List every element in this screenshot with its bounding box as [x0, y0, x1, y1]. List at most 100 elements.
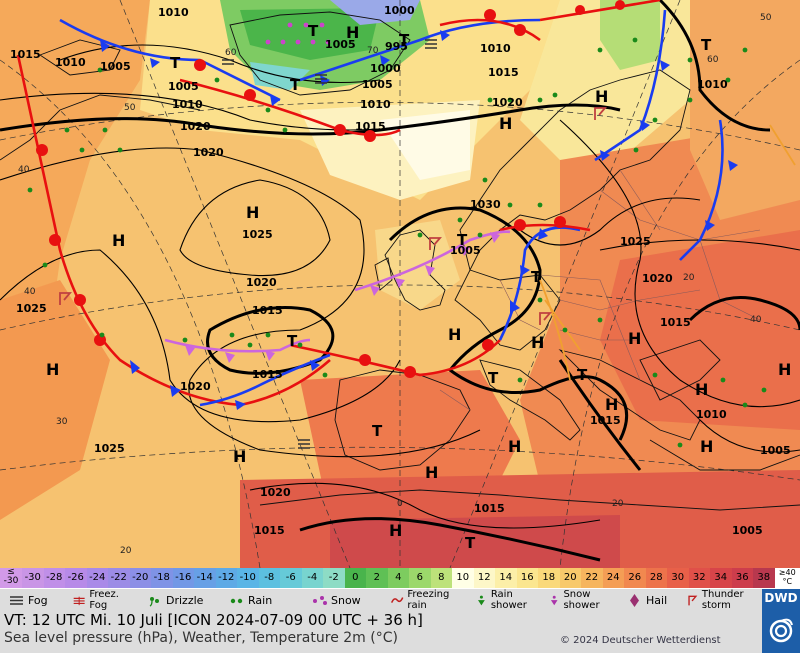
temperature-zone — [690, 0, 800, 220]
pressure-label: 1020 — [193, 146, 224, 159]
isotherm-label: 50 — [760, 13, 772, 23]
scale-step: 22 — [581, 568, 603, 588]
scale-step: -26 — [65, 568, 87, 588]
weather-legend: Fog Freez. Fog Drizzle Rain Snow Freezin… — [0, 589, 762, 611]
map-info-panel: VT: 12 UTC Mi. 10 Juli [ICON 2024-07-09 … — [0, 611, 762, 653]
legend-item-rain-shower: Rain shower — [475, 589, 537, 611]
weather-symbols — [27, 37, 767, 448]
troughs — [539, 124, 796, 381]
legend-label: Freezing rain — [407, 589, 450, 611]
isotherm-label: 0 — [397, 499, 403, 509]
pressure-label: 1005 — [362, 78, 393, 91]
low-center-label: T — [290, 76, 301, 94]
scale-step: 12 — [473, 568, 495, 588]
cold-front — [199, 353, 331, 407]
legend-item-snow: Snow — [311, 589, 361, 611]
high-center-label: H — [499, 114, 512, 133]
legend-label: Hail — [646, 593, 668, 607]
pressure-label: 1005 — [450, 244, 481, 257]
scale-step: 10 — [452, 568, 474, 588]
pressure-label: 1010 — [696, 408, 727, 421]
map-description: Sea level pressure (hPa), Weather, Tempe… — [4, 630, 398, 646]
scale-step: 36 — [731, 568, 753, 588]
pressure-label: 1005 — [325, 38, 356, 51]
temperature-color-scale: ≤ -30 -30 -28 -26 -24 -22 -20 -18 -16 -14 -12 -10 -8-… — [0, 568, 800, 588]
coastlines — [0, 11, 800, 511]
scale-step: 20 — [559, 568, 581, 588]
pressure-label: 1025 — [94, 442, 125, 455]
scale-min-label: ≤ -30 — [0, 568, 22, 588]
high-center-label: H — [425, 463, 438, 482]
fog-symbols — [222, 39, 437, 449]
warm-front — [179, 78, 401, 137]
scale-step: 18 — [538, 568, 560, 588]
legend-item-rain: Rain — [228, 589, 272, 611]
pressure-label: 995 — [385, 40, 408, 53]
high-center-label: H — [695, 380, 708, 399]
legend-item-freezing-fog: Freez. Fog — [72, 589, 132, 611]
pressure-label: 1005 — [168, 80, 199, 93]
scale-step: -2 — [323, 568, 345, 588]
pressure-label: 1015 — [252, 368, 283, 381]
high-center-label: H — [46, 360, 59, 379]
pressure-label: 1005 — [760, 444, 791, 457]
pressure-label: 1000 — [384, 4, 415, 17]
temperature-zone — [0, 280, 110, 520]
pressure-label: 1020 — [180, 380, 211, 393]
temperature-zone — [330, 515, 620, 568]
valid-time: VT: 12 UTC Mi. 10 Juli [ICON 2024-07-09 … — [4, 611, 423, 629]
occluded-front — [354, 230, 511, 292]
snow-icon — [313, 595, 327, 605]
pressure-label: 1000 — [370, 62, 401, 75]
low-center-label: T — [308, 22, 319, 40]
temperature-zone — [330, 0, 420, 25]
high-center-label: H — [246, 203, 259, 222]
high-center-label: H — [346, 23, 359, 42]
scale-step: -16 — [172, 568, 194, 588]
scale-step: -6 — [280, 568, 302, 588]
fronts — [16, 0, 724, 407]
freezing-rain-icon — [390, 596, 404, 603]
legend-item-hail: Hail — [626, 589, 667, 611]
legend-item-fog: Fog — [8, 589, 48, 611]
isotherm-label: 20 — [612, 499, 624, 509]
low-center-label: T — [531, 268, 542, 286]
pressure-label: 1025 — [242, 228, 273, 241]
high-center-label: H — [595, 87, 608, 106]
low-center-label: T — [465, 534, 476, 552]
surface-analysis-map: 1010 1000 1005 995 1010 1015 1010 1005 1… — [0, 0, 800, 568]
high-center-label: H — [628, 329, 641, 348]
pressure-label: 1020 — [492, 96, 523, 109]
low-center-label: T — [170, 54, 181, 72]
low-center-label: T — [399, 31, 410, 49]
scale-step: -12 — [215, 568, 237, 588]
scale-step: -20 — [129, 568, 151, 588]
warm-front — [289, 339, 501, 377]
scale-step: -10 — [237, 568, 259, 588]
thunderstorm-symbols — [59, 107, 607, 325]
legend-item-freezing-rain: Freezing rain — [390, 589, 462, 611]
warm-front — [539, 0, 661, 22]
high-center-label: H — [605, 395, 618, 414]
fog-icon — [10, 595, 23, 605]
temperature-zone — [375, 220, 460, 310]
legend-label: Drizzle — [166, 593, 204, 607]
legend-label: Rain shower — [490, 589, 527, 611]
hail-icon — [630, 593, 639, 607]
scale-step: 24 — [602, 568, 624, 588]
rain-icon — [230, 598, 243, 603]
cold-front — [594, 9, 667, 162]
drizzle-icon — [149, 596, 159, 607]
isotherm-label: 60 — [225, 48, 237, 58]
scale-step: 0 — [344, 568, 366, 588]
pressure-label: 1005 — [732, 524, 763, 537]
pressure-label: 1015 — [10, 48, 41, 61]
low-center-label: T — [372, 422, 383, 440]
legend-item-drizzle: Drizzle — [146, 589, 203, 611]
legend-label: Thunder storm — [701, 589, 744, 611]
scale-step: -14 — [194, 568, 216, 588]
low-pressure-centers: T T T T T T T T T T T T — [170, 22, 712, 552]
pressure-label: 1020 — [180, 120, 211, 133]
pressure-label: 1015 — [252, 304, 283, 317]
snow-symbols — [265, 22, 331, 45]
